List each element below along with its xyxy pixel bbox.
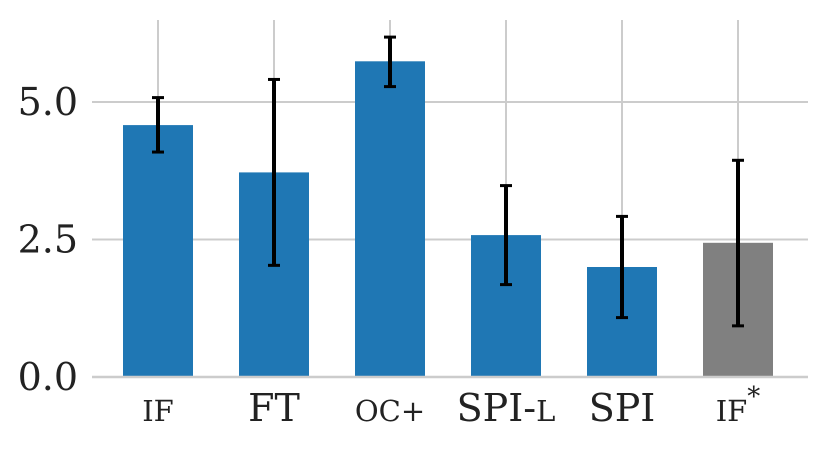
axis-layer: 0.0 2.5 5.0 — [18, 80, 808, 399]
bar-2 — [355, 61, 425, 378]
y-tick-label-0: 0.0 — [18, 355, 78, 399]
label-layer: IF FT OC+ SPI-L SPI IF* — [142, 382, 760, 430]
y-tick-label-1: 2.5 — [18, 218, 78, 262]
bar-0 — [123, 125, 193, 377]
x-tick-label-5: IF* — [716, 382, 761, 428]
x-tick-label-3: SPI-L — [457, 386, 556, 430]
grid-layer — [92, 20, 808, 377]
x-tick-label-0: IF — [142, 394, 174, 428]
y-tick-label-2: 5.0 — [18, 80, 78, 124]
x-tick-label-1: FT — [248, 386, 300, 430]
bar-layer — [123, 61, 773, 378]
x-tick-label-2: OC+ — [355, 394, 425, 428]
error-layer — [152, 35, 744, 328]
x-tick-label-4: SPI — [589, 386, 656, 430]
